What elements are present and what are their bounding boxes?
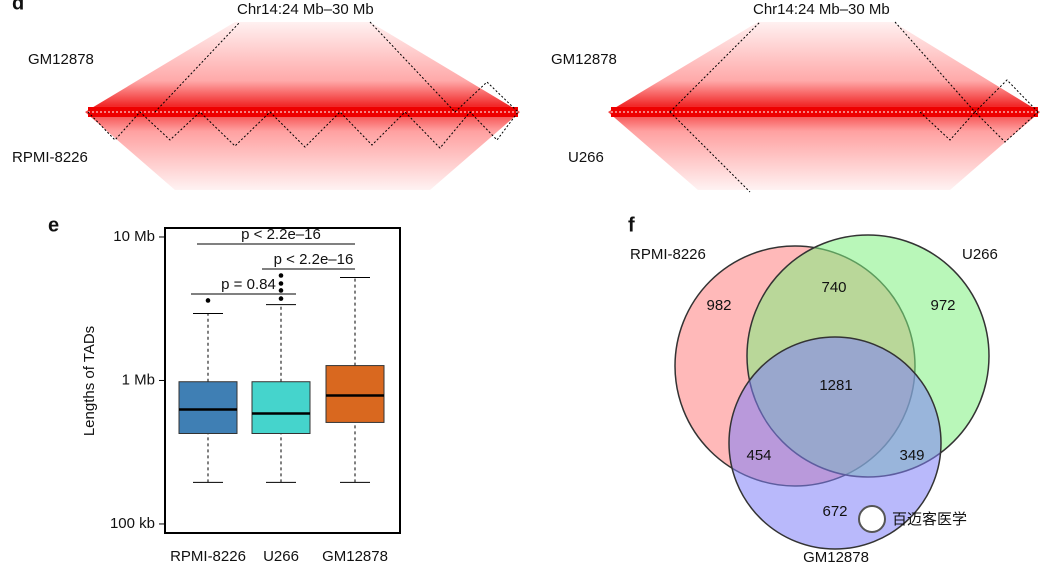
watermark-icon [858,505,886,533]
tad-border [454,81,519,113]
annotation: p = 0.84 [221,276,276,293]
panel-label: e [48,214,59,236]
heatmap-right: Chr14:24 Mb–30 Mb GM12878 U266 [551,1,1040,193]
annotation: p < 2.2e–16 [274,251,354,268]
heatmap-top-label: GM12878 [551,51,617,68]
x-tick-label: RPMI-8226 [170,548,246,565]
venn-region-value: 982 [706,297,731,314]
outlier [278,296,284,301]
heatmap [85,22,520,190]
heatmap-top-label: GM12878 [28,51,94,68]
venn-region-value: 740 [821,279,846,296]
tad-border [87,111,519,149]
heatmap-bottom-label: U266 [568,149,604,166]
watermark: 百迈客医学 [892,511,967,528]
x-tick-label: GM12878 [322,548,388,565]
venn-region-value: 972 [930,297,955,314]
venn-set [728,336,942,550]
annotation: p < 2.2e–16 [241,226,321,243]
box [325,365,385,423]
venn-set-label: GM12878 [803,549,869,566]
panel-label: f [628,214,635,236]
y-tick-label: 100 kb [110,515,155,532]
venn-region-value: 454 [746,447,771,464]
box [178,381,238,435]
y-tick-label: 10 Mb [113,228,155,245]
y-axis-label: Lengths of TADs [81,326,98,436]
heatmap-bottom-label: RPMI-8226 [12,149,88,166]
outlier [278,288,284,293]
venn-region-value: 349 [899,447,924,464]
box [251,381,311,435]
venn-set-label: RPMI-8226 [630,246,706,263]
tad-border [894,21,1039,113]
heatmap-left: Chr14:24 Mb–30 Mb GM12878 RPMI-8226 [12,1,520,190]
tad-border [369,21,456,113]
heatmap [608,22,1040,190]
heatmap-title: Chr14:24 Mb–30 Mb [237,1,374,18]
venn-region-value: 1281 [819,377,852,394]
venn-set-label: U266 [962,246,998,263]
outlier [205,298,211,303]
heatmap-title: Chr14:24 Mb–30 Mb [753,1,890,18]
venn-region-value: 672 [822,503,847,520]
tad-border [154,21,241,113]
outlier [278,281,284,286]
tad-border [669,111,751,193]
y-tick-label: 1 Mb [122,371,155,388]
x-tick-label: U266 [263,548,299,565]
tad-border [669,21,761,113]
panel-label: d [12,0,24,14]
outlier [278,273,284,278]
